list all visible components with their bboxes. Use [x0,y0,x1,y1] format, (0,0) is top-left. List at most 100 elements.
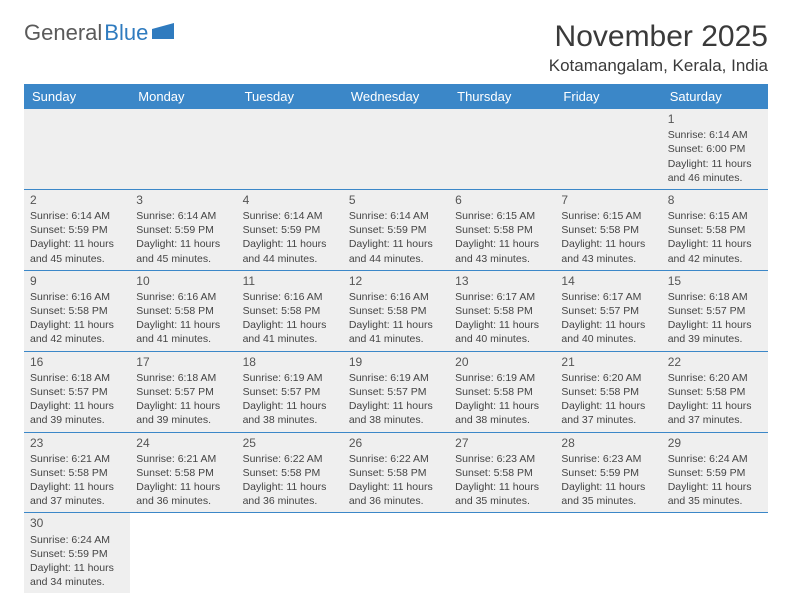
weekday-header: Tuesday [237,84,343,109]
weekday-header: Saturday [662,84,768,109]
day-detail: and 41 minutes. [136,332,230,346]
day-detail: Sunrise: 6:19 AM [349,371,443,385]
calendar-week: 16Sunrise: 6:18 AMSunset: 5:57 PMDayligh… [24,352,768,433]
calendar-day-cell: 17Sunrise: 6:18 AMSunset: 5:57 PMDayligh… [130,352,236,432]
title-block: November 2025 Kotamangalam, Kerala, Indi… [549,20,768,76]
day-number: 23 [30,435,124,451]
day-detail: Sunset: 5:59 PM [349,223,443,237]
calendar-day-cell: 28Sunrise: 6:23 AMSunset: 5:59 PMDayligh… [555,433,661,513]
day-detail: Sunset: 5:58 PM [30,466,124,480]
day-detail: Sunset: 5:58 PM [561,385,655,399]
day-detail: Sunset: 5:58 PM [136,466,230,480]
calendar-day-cell: 11Sunrise: 6:16 AMSunset: 5:58 PMDayligh… [237,271,343,351]
day-detail: and 36 minutes. [243,494,337,508]
day-detail: Daylight: 11 hours [668,480,762,494]
calendar-day-cell: 15Sunrise: 6:18 AMSunset: 5:57 PMDayligh… [662,271,768,351]
day-detail: Daylight: 11 hours [561,480,655,494]
calendar-week: 2Sunrise: 6:14 AMSunset: 5:59 PMDaylight… [24,190,768,271]
day-detail: Sunrise: 6:16 AM [136,290,230,304]
day-detail: Daylight: 11 hours [243,480,337,494]
day-detail: Daylight: 11 hours [561,399,655,413]
day-detail: and 45 minutes. [136,252,230,266]
calendar-day-cell: 16Sunrise: 6:18 AMSunset: 5:57 PMDayligh… [24,352,130,432]
day-detail: Daylight: 11 hours [30,399,124,413]
day-number: 18 [243,354,337,370]
day-number: 9 [30,273,124,289]
day-detail: Daylight: 11 hours [30,480,124,494]
calendar-day-cell: 12Sunrise: 6:16 AMSunset: 5:58 PMDayligh… [343,271,449,351]
calendar-week: 23Sunrise: 6:21 AMSunset: 5:58 PMDayligh… [24,433,768,514]
weekday-header: Thursday [449,84,555,109]
calendar-day-cell: 13Sunrise: 6:17 AMSunset: 5:58 PMDayligh… [449,271,555,351]
day-number: 1 [668,111,762,127]
calendar-empty-cell [130,513,236,593]
calendar-body: 1Sunrise: 6:14 AMSunset: 6:00 PMDaylight… [24,109,768,593]
calendar-empty-cell [662,513,768,593]
day-number: 24 [136,435,230,451]
day-detail: and 39 minutes. [30,413,124,427]
day-detail: Sunset: 5:59 PM [30,223,124,237]
calendar-week: 1Sunrise: 6:14 AMSunset: 6:00 PMDaylight… [24,109,768,190]
day-detail: Sunrise: 6:14 AM [243,209,337,223]
day-detail: Sunrise: 6:18 AM [668,290,762,304]
day-detail: Daylight: 11 hours [349,399,443,413]
day-detail: Sunrise: 6:16 AM [30,290,124,304]
day-detail: Sunset: 5:58 PM [243,304,337,318]
day-detail: Daylight: 11 hours [455,237,549,251]
day-number: 13 [455,273,549,289]
day-detail: Sunset: 5:57 PM [243,385,337,399]
day-detail: Daylight: 11 hours [455,318,549,332]
day-detail: Sunrise: 6:16 AM [349,290,443,304]
day-number: 22 [668,354,762,370]
calendar-day-cell: 1Sunrise: 6:14 AMSunset: 6:00 PMDaylight… [662,109,768,189]
day-detail: Sunrise: 6:15 AM [561,209,655,223]
day-number: 14 [561,273,655,289]
day-number: 5 [349,192,443,208]
calendar-empty-cell [24,109,130,189]
day-detail: and 44 minutes. [243,252,337,266]
calendar-day-cell: 24Sunrise: 6:21 AMSunset: 5:58 PMDayligh… [130,433,236,513]
day-detail: and 39 minutes. [668,332,762,346]
day-detail: and 37 minutes. [561,413,655,427]
day-detail: Sunrise: 6:16 AM [243,290,337,304]
day-number: 2 [30,192,124,208]
day-detail: Sunrise: 6:17 AM [455,290,549,304]
day-detail: Sunrise: 6:22 AM [243,452,337,466]
day-detail: Daylight: 11 hours [455,399,549,413]
day-detail: Sunrise: 6:19 AM [243,371,337,385]
day-number: 7 [561,192,655,208]
header: GeneralBlue November 2025 Kotamangalam, … [24,20,768,76]
calendar-day-cell: 27Sunrise: 6:23 AMSunset: 5:58 PMDayligh… [449,433,555,513]
day-detail: Sunset: 5:58 PM [668,223,762,237]
calendar-day-cell: 26Sunrise: 6:22 AMSunset: 5:58 PMDayligh… [343,433,449,513]
day-detail: and 38 minutes. [243,413,337,427]
calendar-empty-cell [555,513,661,593]
month-title: November 2025 [549,20,768,54]
calendar-day-cell: 9Sunrise: 6:16 AMSunset: 5:58 PMDaylight… [24,271,130,351]
day-detail: Sunset: 5:58 PM [243,466,337,480]
day-detail: Sunset: 5:57 PM [668,304,762,318]
day-number: 20 [455,354,549,370]
day-detail: and 35 minutes. [455,494,549,508]
day-detail: Sunrise: 6:18 AM [30,371,124,385]
day-detail: Sunset: 5:59 PM [30,547,124,561]
day-number: 26 [349,435,443,451]
day-detail: and 43 minutes. [561,252,655,266]
calendar-day-cell: 25Sunrise: 6:22 AMSunset: 5:58 PMDayligh… [237,433,343,513]
weekday-header: Monday [130,84,236,109]
day-detail: Sunrise: 6:24 AM [30,533,124,547]
day-number: 10 [136,273,230,289]
calendar-empty-cell [130,109,236,189]
day-detail: Sunset: 5:59 PM [561,466,655,480]
day-number: 15 [668,273,762,289]
day-detail: Daylight: 11 hours [136,480,230,494]
calendar-day-cell: 2Sunrise: 6:14 AMSunset: 5:59 PMDaylight… [24,190,130,270]
day-number: 29 [668,435,762,451]
day-detail: and 46 minutes. [668,171,762,185]
day-detail: Sunrise: 6:14 AM [349,209,443,223]
day-detail: Sunrise: 6:14 AM [30,209,124,223]
calendar-day-cell: 20Sunrise: 6:19 AMSunset: 5:58 PMDayligh… [449,352,555,432]
day-detail: Sunset: 5:57 PM [349,385,443,399]
day-detail: Sunset: 5:59 PM [668,466,762,480]
calendar-empty-cell [449,513,555,593]
